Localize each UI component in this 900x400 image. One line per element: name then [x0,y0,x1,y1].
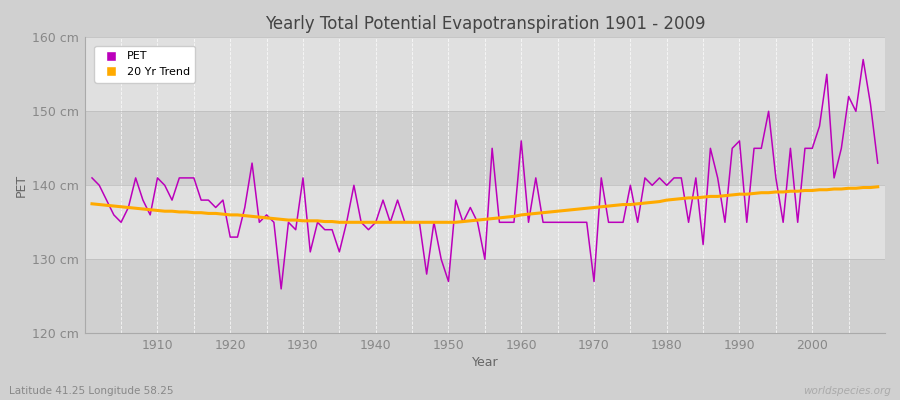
Bar [85,185,885,259]
Bar [85,37,885,111]
Y-axis label: PET: PET [15,174,28,197]
Bar [85,259,885,333]
Legend: PET, 20 Yr Trend: PET, 20 Yr Trend [94,46,195,82]
Text: worldspecies.org: worldspecies.org [803,386,891,396]
Bar [85,111,885,185]
Text: Latitude 41.25 Longitude 58.25: Latitude 41.25 Longitude 58.25 [9,386,174,396]
Title: Yearly Total Potential Evapotranspiration 1901 - 2009: Yearly Total Potential Evapotranspiratio… [265,15,705,33]
X-axis label: Year: Year [472,356,499,369]
